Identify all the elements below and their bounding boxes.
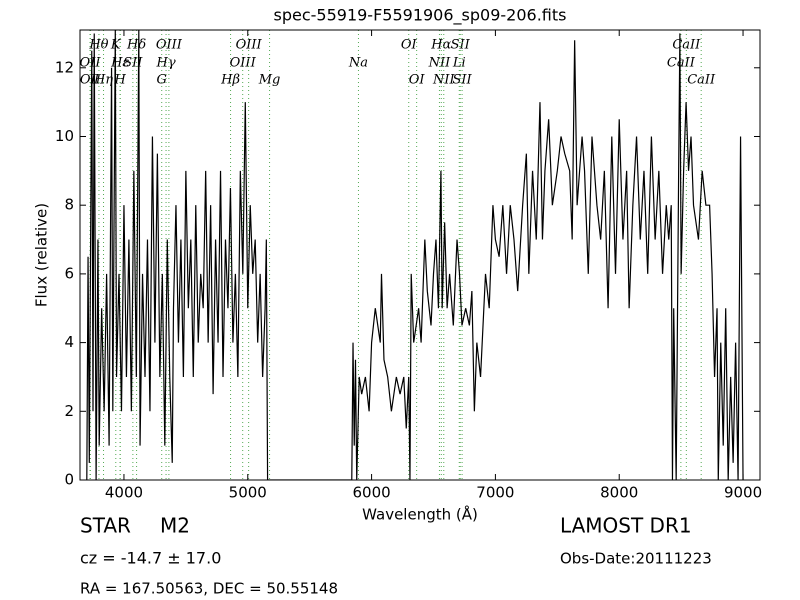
spectral-line-label: H <box>113 73 126 88</box>
y-tick-label: 4 <box>64 333 74 351</box>
x-tick-label: 8000 <box>600 484 638 502</box>
x-tick-label: 5000 <box>229 484 267 502</box>
spectral-line-label: Hα <box>430 38 451 53</box>
spectral-line-label: SII <box>453 73 473 88</box>
x-axis-label: Wavelength (Å) <box>362 505 478 524</box>
spectral-line-label: CaII <box>667 56 696 71</box>
object-class: STAR <box>80 514 131 538</box>
y-tick-label: 12 <box>55 58 74 76</box>
spectral-line-label: NII <box>428 56 452 71</box>
spectrum-line <box>86 30 744 480</box>
survey-label: LAMOST DR1 <box>560 514 692 538</box>
spectral-line-label: Hδ <box>126 38 146 53</box>
spectral-line-label: OI <box>409 73 426 88</box>
spectral-line-label: CaII <box>672 38 701 53</box>
spectral-line-label: Hγ <box>155 56 175 71</box>
x-tick-label: 7000 <box>476 484 514 502</box>
spectral-line-label: OIII <box>236 38 263 53</box>
spectral-line-label: Mg <box>258 73 281 88</box>
y-tick-label: 2 <box>64 402 74 420</box>
y-axis-label: Flux (relative) <box>33 203 51 307</box>
coordinates-note: RA = 167.50563, DEC = 50.55148 <box>80 580 338 598</box>
spectral-line-label: Li <box>452 56 466 71</box>
spectral-line-label: OII <box>80 73 102 88</box>
spectral-line-label: SII <box>451 38 471 53</box>
spectral-line-label: CaII <box>687 73 716 88</box>
spectral-line-label: Hβ <box>220 73 240 88</box>
plot-area <box>86 30 744 480</box>
spectral-line-label: NII <box>432 73 456 88</box>
redshift-note: cz = -14.7 ± 17.0 <box>80 549 221 568</box>
obs-date: Obs-Date:20111223 <box>560 550 712 568</box>
y-tick-label: 8 <box>64 196 74 214</box>
spectral-line-label: G <box>157 73 167 88</box>
spectral-line-label: Hη <box>93 73 113 88</box>
spectral-line-label: OIII <box>156 38 183 53</box>
spectral-line-label: OIII <box>230 56 257 71</box>
y-tick-label: 6 <box>64 264 74 282</box>
spectral-line-label: SII <box>123 56 143 71</box>
spectral-line-label: Na <box>348 56 368 71</box>
x-tick-label: 4000 <box>105 484 143 502</box>
object-subclass: M2 <box>160 514 190 538</box>
x-tick-label: 9000 <box>724 484 762 502</box>
spectral-line-label: OI <box>401 38 418 53</box>
y-tick-label: 10 <box>55 127 74 145</box>
spectral-line-label: Hθ <box>88 38 108 53</box>
y-tick-label: 0 <box>64 471 74 489</box>
chart-title: spec-55919-F5591906_sp09-206.fits <box>274 6 567 26</box>
plot-frame <box>79 29 761 481</box>
x-tick-label: 6000 <box>352 484 390 502</box>
